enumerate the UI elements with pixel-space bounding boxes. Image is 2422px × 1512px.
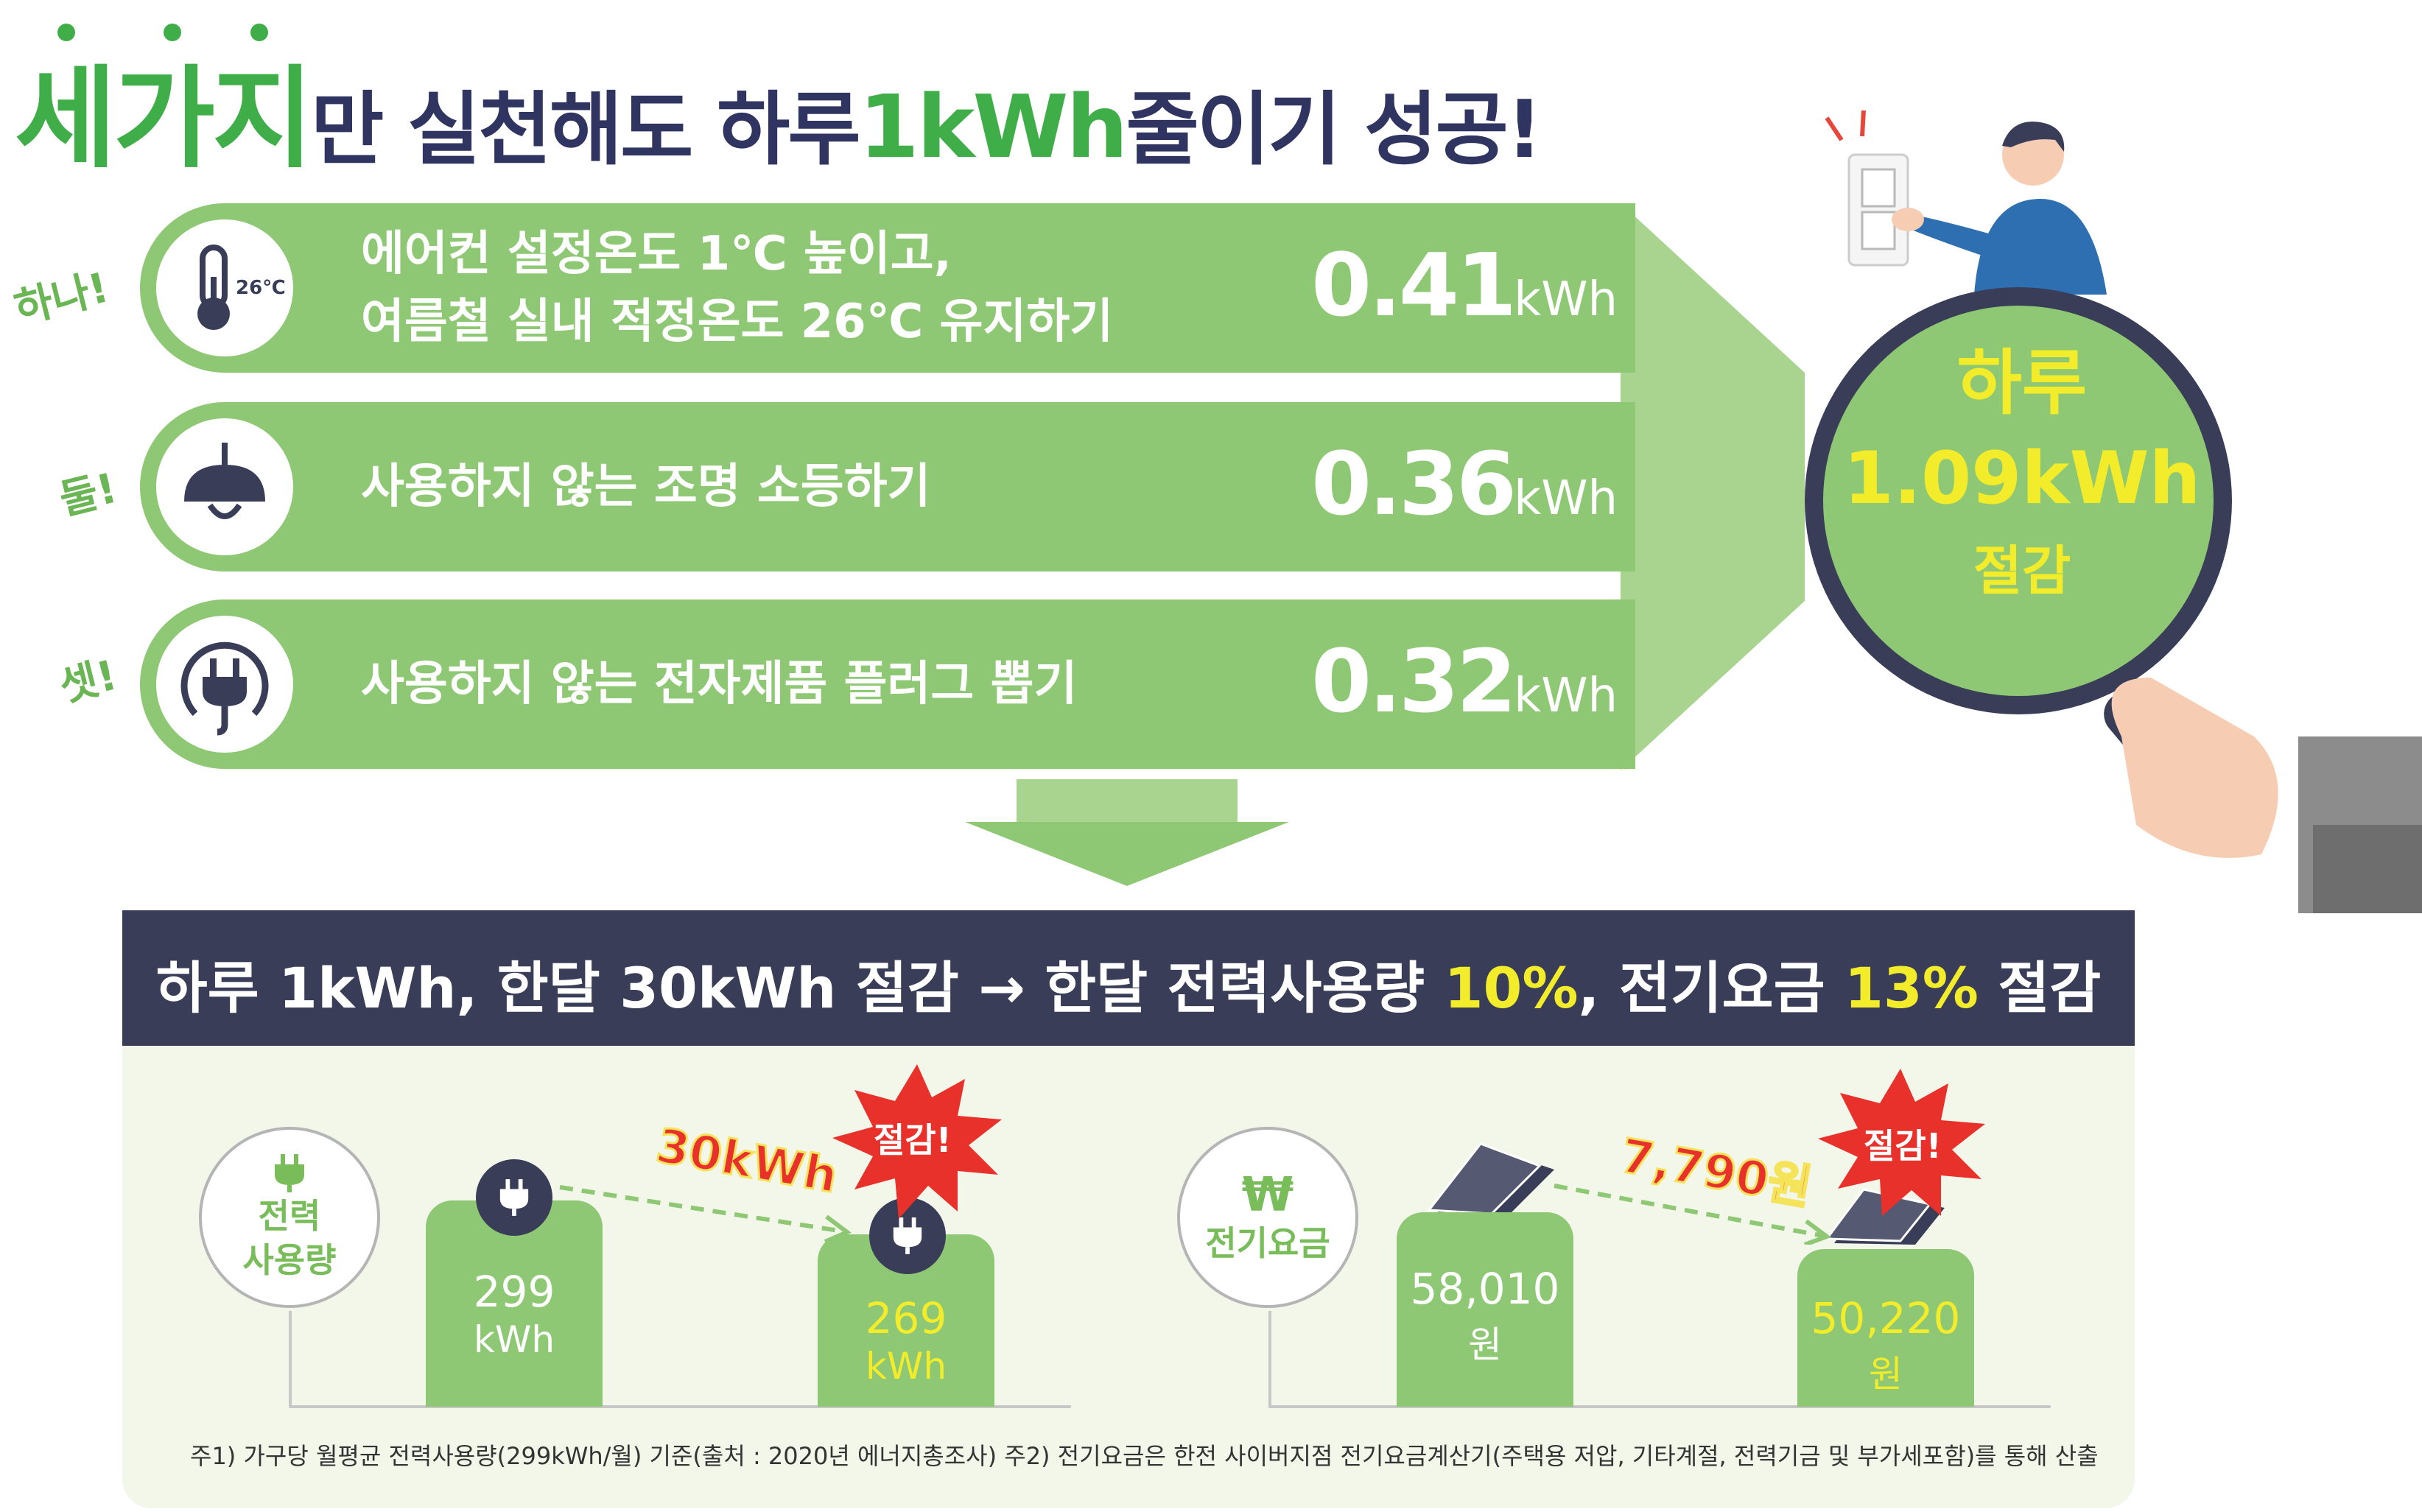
title-dot (250, 24, 268, 41)
title-dot (57, 24, 75, 41)
action-value: 0.32kWh (1311, 630, 1618, 732)
title-text: 만 실천해도 하루 (311, 84, 861, 176)
banner-part-e: 절감 (1978, 955, 2102, 1021)
icon-circle: 26℃ (156, 219, 293, 356)
funnel-shape (1621, 203, 1805, 770)
bill-after-unit: 원 (1869, 1353, 1903, 1396)
action-value: 0.36kWh (1311, 433, 1618, 535)
value-number: 0.36 (1311, 433, 1517, 535)
banner-part-c: , 전기요금 (1578, 955, 1844, 1021)
value-unit: kWh (1514, 272, 1618, 327)
power-before-value: 299 (473, 1267, 555, 1317)
side-label-1: 하나! (10, 264, 113, 334)
bill-after-value: 50,220 (1811, 1293, 1961, 1343)
banner-percent-bill: 13% (1844, 955, 1979, 1021)
bill-burst-text: 절감! (1864, 1126, 1942, 1166)
power-label-line2: 사용량 (242, 1240, 337, 1280)
value-number: 0.32 (1311, 630, 1517, 732)
bill-before-unit: 원 (1468, 1323, 1502, 1366)
action-band-2: 사용하지 않는 조명 소등하기 0.36kWh (140, 402, 1635, 572)
bill-label-text: 전기요금 (1205, 1223, 1330, 1263)
thermometer-icon (197, 245, 230, 330)
down-arrow-icon (965, 779, 1289, 886)
banknotes-icon (1827, 1188, 1945, 1245)
baseline-vertical (289, 1311, 292, 1407)
value-unit: kWh (1514, 669, 1618, 723)
banner-text: 하루 1kWh, 한달 30kWh 절감 → 한달 전력사용량 10%, 전기요… (122, 943, 2135, 1024)
side-label-3: 셋! (55, 651, 122, 712)
baseline (1268, 1405, 2051, 1408)
plug-icon (180, 641, 269, 736)
magnifier-text: 하루 1.09kWh 절감 (1819, 339, 2225, 611)
power-burst-text: 절감! (874, 1120, 952, 1160)
bill-before-value: 58,010 (1410, 1264, 1560, 1314)
banner-part-a: 하루 1kWh, 한달 30kWh 절감 → 한달 전력사용량 (155, 955, 1445, 1021)
summary-banner: 하루 1kWh, 한달 30kWh 절감 → 한달 전력사용량 10%, 전기요… (122, 910, 2135, 1046)
plug-icon (275, 1154, 304, 1192)
action-band-1: 26℃ 에어컨 설정온도 1℃ 높이고, 여름철 실내 적정온도 26℃ 유지하… (140, 203, 1635, 373)
baseline-vertical (1268, 1311, 1271, 1407)
lamp-icon (184, 443, 265, 519)
value-unit: kWh (1514, 471, 1618, 526)
title-kwh: 1kWh (858, 76, 1128, 177)
banknotes-icon (1427, 1142, 1554, 1221)
plug-icon (476, 1159, 552, 1236)
action-value: 0.41kWh (1311, 234, 1618, 336)
page-title: 세가지만 실천해도 하루 1kWh 줄이기 성공! (15, 29, 1542, 183)
won-icon: ₩ (1241, 1168, 1294, 1223)
plug-icon (869, 1198, 946, 1274)
title-dot (164, 24, 181, 41)
icon-circle (156, 418, 293, 555)
person-switch-illustration (1825, 110, 2107, 295)
dashed-arrow (559, 1185, 852, 1244)
power-usage-label: 전력 사용량 (199, 1127, 380, 1308)
action-band-3: 사용하지 않는 전자제품 플러그 뽑기 0.32kWh (140, 599, 1635, 769)
thermometer-label: 26℃ (236, 277, 286, 299)
bill-after-bar: 50,220 원 (1797, 1249, 1974, 1407)
icon-circle (156, 616, 293, 753)
power-before-unit: kWh (473, 1318, 555, 1361)
magnifier-line1: 하루 (1956, 342, 2088, 424)
value-number: 0.41 (1311, 234, 1517, 336)
power-label-line1: 전력 (258, 1196, 321, 1236)
title-text-end: 줄이기 성공! (1126, 84, 1543, 176)
action-line-1: 사용하지 않는 조명 소등하기 (361, 460, 931, 514)
bill-before-bar: 58,010 원 (1397, 1212, 1573, 1407)
power-after-unit: kWh (865, 1345, 947, 1388)
side-label-2: 둘! (55, 464, 122, 525)
baseline (289, 1405, 1071, 1408)
magnifier-line3: 절감 (1973, 540, 2071, 602)
magnifier-line2: 1.09kWh (1843, 437, 2201, 521)
action-line-1: 사용하지 않는 전자제품 플러그 뽑기 (361, 657, 1078, 711)
power-after-value: 269 (865, 1293, 947, 1343)
electric-bill-label: ₩ 전기요금 (1177, 1127, 1358, 1308)
burst-icon (1818, 1069, 1985, 1216)
footnote: 주1) 가구당 월평균 전력사용량(299kWh/월) 기준(출처 : 2020… (190, 1442, 2099, 1470)
action-line-1: 에어컨 설정온도 1℃ 높이고, (361, 227, 952, 281)
magnifier-illustration (1805, 287, 2422, 913)
burst-icon (832, 1064, 1002, 1219)
dashed-arrow (1554, 1184, 1832, 1245)
banner-percent-power: 10% (1444, 955, 1579, 1021)
action-line-2: 여름철 실내 적정온도 26℃ 유지하기 (361, 295, 1114, 349)
title-highlight: 세가지 (15, 55, 314, 183)
